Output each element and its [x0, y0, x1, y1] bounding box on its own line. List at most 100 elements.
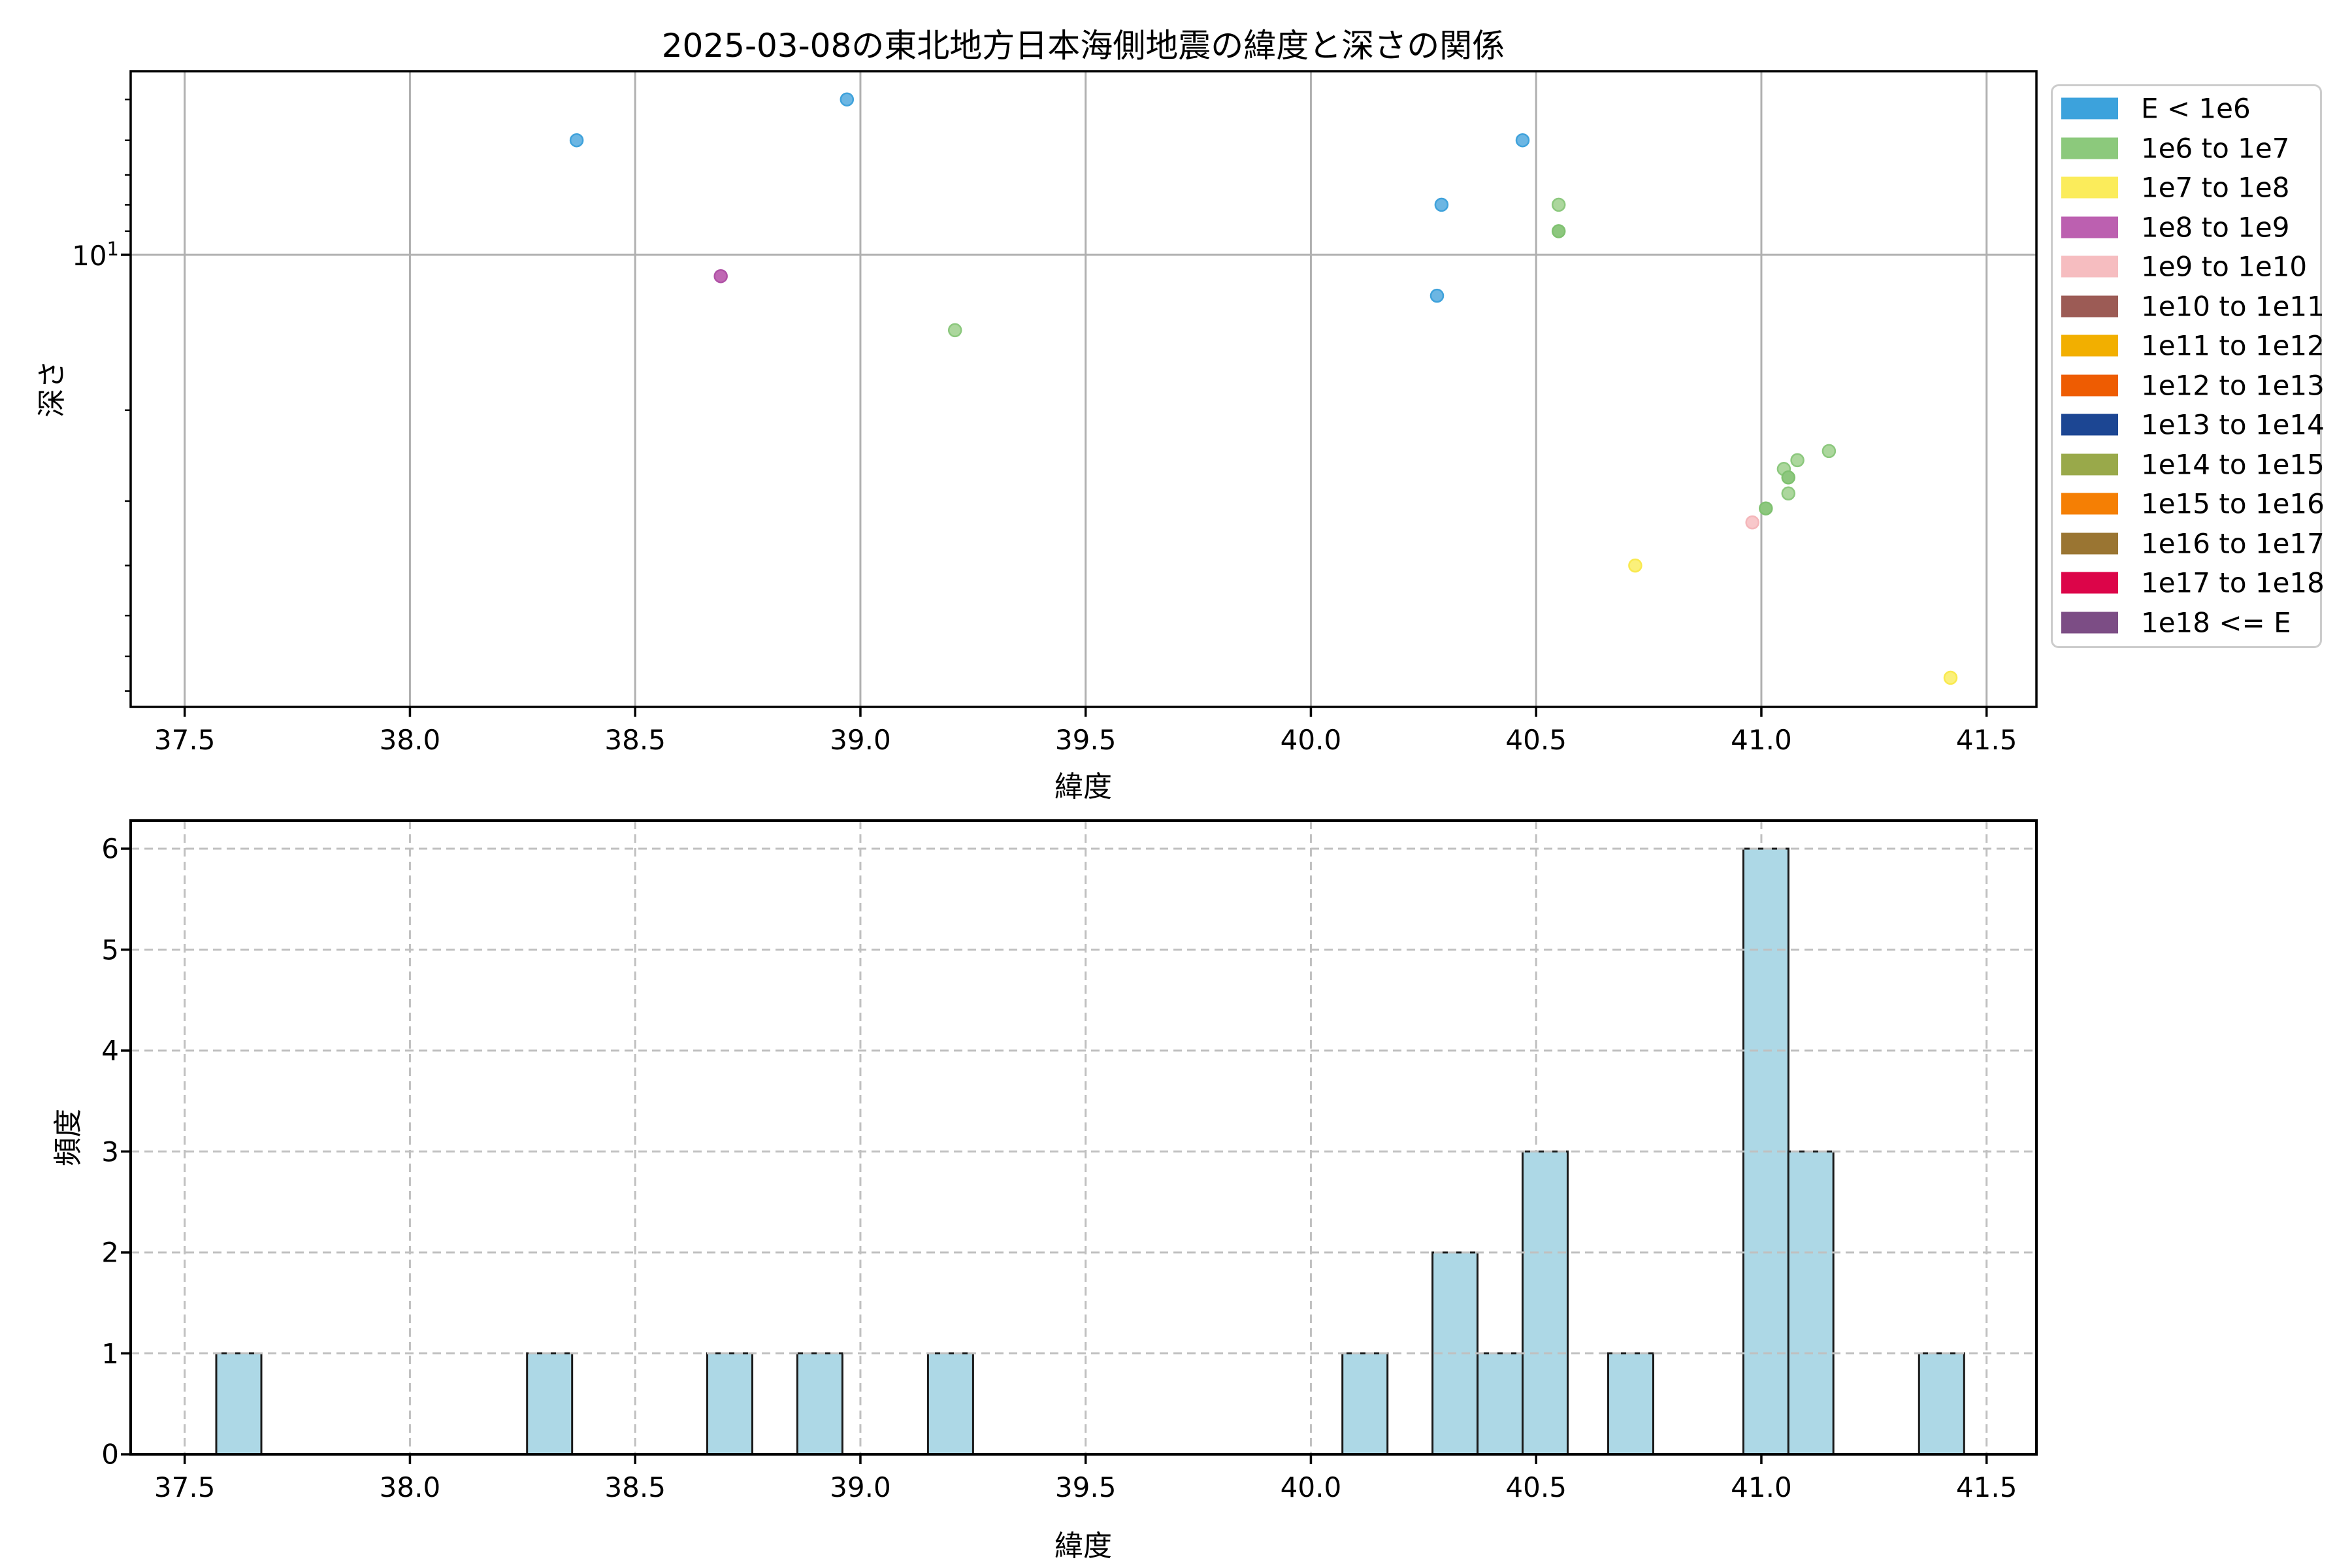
- scatter-xtick-label: 40.5: [1505, 724, 1567, 756]
- legend-swatch: [2061, 97, 2118, 120]
- legend-swatch: [2061, 335, 2118, 357]
- scatter-xtick-label: 41.5: [1955, 724, 2017, 756]
- scatter-xtick-label: 38.5: [604, 724, 666, 756]
- legend-label: 1e12 to 1e13: [2141, 369, 2325, 401]
- legend-entry: 1e16 to 1e17: [2053, 524, 2325, 563]
- legend-swatch: [2061, 137, 2118, 159]
- histogram-ytick-label: 5: [101, 934, 119, 966]
- histogram-ytick-label: 3: [101, 1135, 119, 1168]
- legend-swatch: [2061, 453, 2118, 475]
- histogram-horizontal-gridlines: [131, 847, 2036, 1354]
- scatter-point: [947, 323, 962, 338]
- scatter-xtick-label: 40.0: [1280, 724, 1342, 756]
- legend-entry: 1e12 to 1e13: [2053, 366, 2325, 405]
- scatter-points: [569, 92, 1958, 685]
- legend-label: 1e6 to 1e7: [2141, 132, 2290, 164]
- legend-label: 1e9 to 1e10: [2141, 250, 2308, 283]
- legend-label: 1e18 <= E: [2141, 606, 2291, 638]
- scatter-gridlines: [131, 71, 2036, 707]
- histogram-xtick-label: 41.5: [1955, 1471, 2017, 1503]
- legend: E < 1e6 1e6 to 1e7 1e7 to 1e8 1e8 to 1e9 1e9…: [2051, 84, 2325, 648]
- scatter-point: [1759, 501, 1773, 515]
- histogram-xtick-label: 39.5: [1054, 1471, 1117, 1503]
- scatter-point: [1781, 486, 1796, 501]
- histogram-bar: [1341, 1352, 1389, 1456]
- legend-label: 1e13 to 1e14: [2141, 408, 2325, 441]
- legend-entry: 1e6 to 1e7: [2053, 129, 2320, 168]
- legend-entry: 1e18 <= E: [2053, 603, 2320, 642]
- legend-label: 1e15 to 1e16: [2141, 487, 2325, 520]
- scatter-point: [1628, 558, 1642, 573]
- legend-label: 1e7 to 1e8: [2141, 171, 2290, 204]
- scatter-point: [1429, 288, 1445, 303]
- scatter-xtick-label: 41.0: [1731, 724, 1792, 756]
- histogram-bar: [1522, 1151, 1569, 1456]
- histogram-xtick-label: 38.5: [604, 1471, 666, 1503]
- scatter-axes-frame: [121, 70, 2038, 717]
- histogram-bar: [706, 1352, 753, 1456]
- legend-swatch: [2061, 176, 2118, 199]
- histogram-xtick-label: 39.0: [830, 1471, 891, 1503]
- legend-swatch: [2061, 255, 2118, 278]
- scatter-point: [569, 133, 584, 148]
- legend-label: 1e14 to 1e15: [2141, 448, 2325, 480]
- legend-label: 1e11 to 1e12: [2141, 329, 2325, 362]
- histogram-bar: [1607, 1352, 1654, 1456]
- legend-swatch: [2061, 374, 2118, 396]
- histogram-xlabel: 緯度: [1054, 1529, 1112, 1563]
- legend-entry: 1e7 to 1e8: [2053, 168, 2320, 207]
- histogram-bar: [926, 1352, 974, 1456]
- scatter-point: [1551, 224, 1566, 238]
- histogram-bar: [796, 1352, 843, 1456]
- legend-entry: E < 1e6: [2053, 89, 2320, 128]
- histogram-bar: [1918, 1352, 1965, 1456]
- legend-entry: 1e13 to 1e14: [2053, 405, 2325, 444]
- legend-swatch: [2061, 295, 2118, 317]
- histogram-ytick-label: 0: [101, 1438, 119, 1471]
- legend-label: 1e17 to 1e18: [2141, 566, 2325, 599]
- legend-entry: 1e10 to 1e11: [2053, 287, 2325, 326]
- histogram-bar: [215, 1352, 263, 1456]
- histogram-xtick-label: 41.0: [1731, 1471, 1792, 1503]
- histogram-ytick-label: 6: [101, 832, 119, 865]
- histogram-xtick-label: 37.5: [154, 1471, 216, 1503]
- scatter-xtick-label: 37.5: [154, 724, 216, 756]
- scatter-xlabel: 緯度: [1054, 770, 1112, 804]
- scatter-xtick-label: 39.5: [1054, 724, 1117, 756]
- scatter-xtick-label: 39.0: [830, 724, 891, 756]
- chart-title: 2025-03-08の東北地方日本海側地震の緯度と深さの関係: [661, 27, 1505, 65]
- scatter-point: [1745, 515, 1759, 530]
- histogram-vertical-gridlines: [184, 821, 1988, 1454]
- legend-label: 1e10 to 1e11: [2141, 290, 2325, 322]
- histogram-bar: [1477, 1352, 1524, 1456]
- legend-entry: 1e15 to 1e16: [2053, 484, 2325, 523]
- legend-swatch: [2061, 493, 2118, 515]
- histogram-xtick-label: 40.0: [1280, 1471, 1342, 1503]
- legend-label: 1e16 to 1e17: [2141, 527, 2325, 559]
- scatter-point: [1551, 197, 1566, 212]
- histogram-xtick-label: 38.0: [379, 1471, 441, 1503]
- scatter-point: [713, 269, 728, 284]
- legend-label: 1e8 to 1e9: [2141, 211, 2290, 243]
- legend-entry: 1e17 to 1e18: [2053, 563, 2325, 602]
- legend-label: E < 1e6: [2141, 92, 2251, 125]
- histogram-bar: [1787, 1151, 1835, 1456]
- scatter-point: [1434, 197, 1449, 212]
- histogram-ytick-label: 4: [101, 1034, 119, 1067]
- legend-entry: 1e14 to 1e15: [2053, 445, 2325, 484]
- scatter-point: [1515, 133, 1530, 148]
- scatter-point: [1781, 470, 1796, 485]
- scatter-point: [840, 92, 855, 106]
- scatter-point: [1790, 453, 1805, 468]
- scatter-ytick-10: 101: [72, 238, 119, 272]
- scatter-xtick-label: 38.0: [379, 724, 441, 756]
- legend-entry: 1e11 to 1e12: [2053, 326, 2325, 365]
- scatter-point: [1943, 670, 1958, 685]
- legend-swatch: [2061, 532, 2118, 554]
- scatter-ylabel: 深さ: [35, 360, 69, 417]
- histogram-ytick-label: 1: [101, 1337, 119, 1369]
- histogram-xtick-label: 40.5: [1505, 1471, 1567, 1503]
- histogram-axes-frame: [121, 819, 2038, 1464]
